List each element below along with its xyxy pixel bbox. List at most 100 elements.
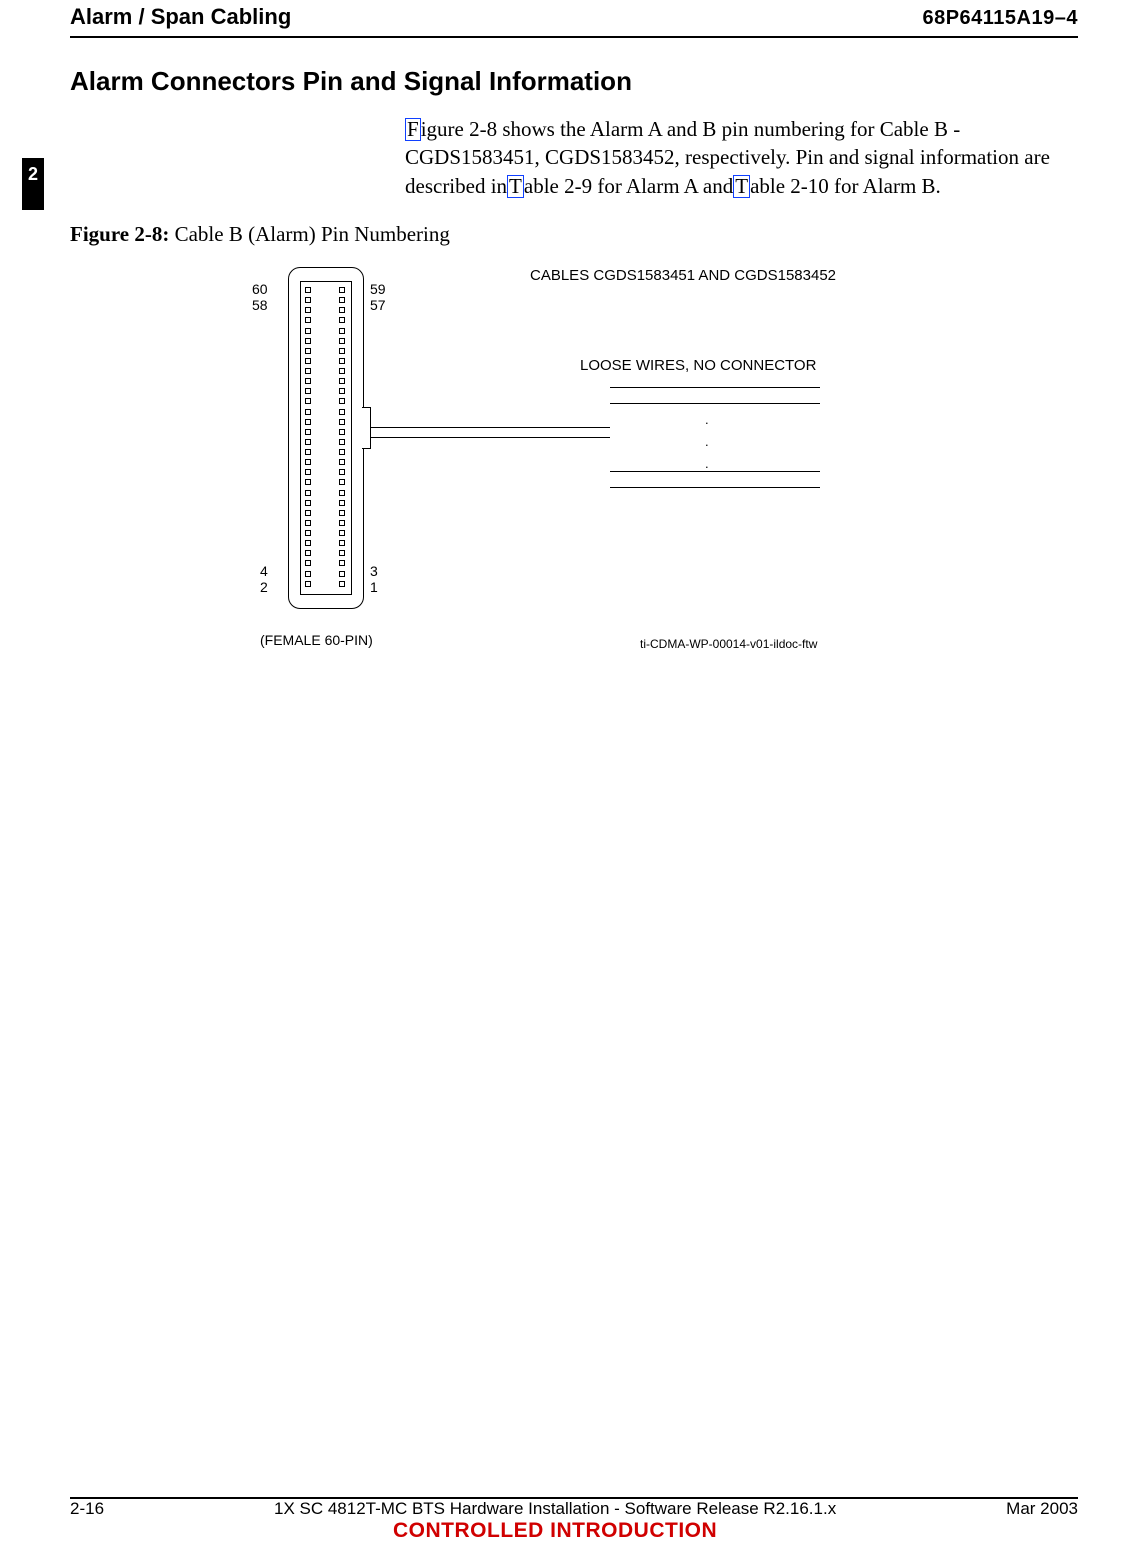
connector-pin — [305, 338, 311, 344]
connector-pin — [305, 479, 311, 485]
connector-pin — [339, 500, 345, 506]
connector-side-notch — [362, 407, 371, 449]
connector-pin — [305, 581, 311, 587]
pin-label-top-left: 60 58 — [252, 281, 268, 313]
connector-pin — [339, 368, 345, 374]
connector-pin — [305, 500, 311, 506]
loose-wires-box: ... — [610, 387, 820, 487]
chapter-tab-number: 2 — [28, 164, 38, 185]
connector-pin — [339, 419, 345, 425]
connector-pin — [339, 429, 345, 435]
section-title: Alarm Connectors Pin and Signal Informat… — [70, 66, 1078, 97]
connector-pin — [339, 550, 345, 556]
connector-pin — [305, 419, 311, 425]
connector-pin — [305, 328, 311, 334]
diagram-id: ti-CDMA-WP-00014-v01-ildoc-ftw — [640, 637, 817, 651]
header-right: 68P64115A19–4 — [922, 7, 1078, 30]
connector-pin — [339, 571, 345, 577]
page: Alarm / Span Cabling 68P64115A19–4 2 Ala… — [0, 0, 1148, 1563]
pin-59: 59 — [370, 281, 386, 297]
cable-wire-top — [370, 427, 610, 428]
figure-caption: Figure 2-8: Cable B (Alarm) Pin Numberin… — [70, 222, 1078, 247]
connector-pin — [305, 469, 311, 475]
pin-3: 3 — [370, 563, 378, 579]
cable-wire-bottom — [370, 437, 610, 438]
connector-pin — [305, 571, 311, 577]
figure-caption-number: Figure 2-8: — [70, 222, 169, 246]
figure-diagram: CABLES CGDS1583451 AND CGDS1583452 LOOSE… — [70, 267, 1078, 697]
connector-pin — [339, 540, 345, 546]
connector-pin — [305, 540, 311, 546]
connector-pin — [305, 510, 311, 516]
connector-pin — [305, 449, 311, 455]
para-part3: able 2-10 for Alarm B. — [750, 174, 941, 198]
connector-pin — [339, 520, 345, 526]
connector-pin — [305, 307, 311, 313]
footer-page-number: 2-16 — [70, 1499, 104, 1519]
connector-pin — [339, 317, 345, 323]
header-left: Alarm / Span Cabling — [70, 4, 291, 30]
connector-pin — [305, 490, 311, 496]
connector-pin — [339, 510, 345, 516]
table-2-10-link[interactable]: T — [733, 175, 750, 198]
pin-57: 57 — [370, 297, 386, 313]
intro-paragraph: Figure 2-8 shows the Alarm A and B pin n… — [405, 115, 1068, 200]
footer-center: 1X SC 4812T-MC BTS Hardware Installation… — [104, 1499, 1006, 1543]
pin-label-top-right: 59 57 — [370, 281, 386, 313]
connector-pin — [339, 398, 345, 404]
connector-pin — [305, 409, 311, 415]
connector-pin — [305, 358, 311, 364]
connector-pin — [339, 530, 345, 536]
connector-pin — [339, 560, 345, 566]
connector-pin — [339, 409, 345, 415]
connector-pin — [339, 459, 345, 465]
connector-pin — [305, 398, 311, 404]
female-60pin-label: (FEMALE 60-PIN) — [260, 632, 373, 648]
connector-pin — [339, 348, 345, 354]
connector-pin — [305, 297, 311, 303]
pin-58: 58 — [252, 297, 268, 313]
connector-pin — [339, 328, 345, 334]
connector-pin — [339, 338, 345, 344]
cables-label: CABLES CGDS1583451 AND CGDS1583452 — [530, 267, 836, 284]
pin-column-left — [305, 287, 311, 587]
connector-pin — [305, 530, 311, 536]
pin-4: 4 — [260, 563, 268, 579]
connector-pin — [305, 348, 311, 354]
connector-pin — [305, 560, 311, 566]
pin-label-bottom-right: 3 1 — [370, 563, 378, 595]
connector-pin — [305, 368, 311, 374]
header-rule — [70, 36, 1078, 38]
connector-pin — [339, 490, 345, 496]
chapter-tab: 2 — [22, 158, 44, 190]
connector-pin — [339, 297, 345, 303]
pin-2: 2 — [260, 579, 268, 595]
connector-pin — [305, 459, 311, 465]
connector-pin — [339, 388, 345, 394]
page-footer: 2-16 1X SC 4812T-MC BTS Hardware Install… — [70, 1499, 1078, 1543]
connector-60pin: 60 58 59 57 4 2 3 1 — [270, 267, 380, 607]
connector-pin — [339, 581, 345, 587]
connector-pin — [305, 550, 311, 556]
connector-pin — [339, 307, 345, 313]
figure-caption-text: Cable B (Alarm) Pin Numbering — [169, 222, 450, 246]
loose-wire-line-3 — [610, 471, 820, 472]
figure-2-8-link[interactable]: F — [405, 118, 421, 141]
pin-60: 60 — [252, 281, 268, 297]
connector-pin — [305, 388, 311, 394]
connector-pin — [339, 378, 345, 384]
footer-controlled: CONTROLLED INTRODUCTION — [393, 1519, 717, 1542]
connector-pin-columns — [305, 287, 345, 587]
connector-pin — [339, 287, 345, 293]
loose-wire-line-4 — [610, 487, 820, 488]
connector-pin — [339, 449, 345, 455]
loose-wires-label: LOOSE WIRES, NO CONNECTOR — [580, 357, 816, 374]
loose-wire-line-2 — [610, 403, 820, 404]
connector-pin — [305, 429, 311, 435]
connector-pin — [305, 287, 311, 293]
page-header: Alarm / Span Cabling 68P64115A19–4 — [70, 0, 1078, 36]
table-2-9-link[interactable]: T — [507, 175, 524, 198]
connector-pin — [339, 479, 345, 485]
connector-pin — [339, 469, 345, 475]
loose-wires-ellipsis: ... — [705, 409, 709, 475]
